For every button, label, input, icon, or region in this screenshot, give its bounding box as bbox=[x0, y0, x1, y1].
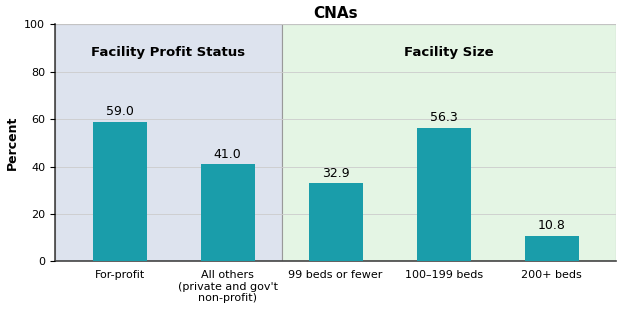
Title: CNAs: CNAs bbox=[313, 6, 358, 21]
Y-axis label: Percent: Percent bbox=[6, 116, 19, 170]
Bar bbox=[201, 164, 254, 261]
Bar bbox=[93, 121, 147, 261]
Text: 10.8: 10.8 bbox=[537, 219, 565, 232]
Text: Facility Profit Status: Facility Profit Status bbox=[91, 46, 245, 59]
Bar bbox=[309, 183, 363, 261]
Text: 41.0: 41.0 bbox=[214, 148, 241, 161]
Text: 32.9: 32.9 bbox=[322, 167, 350, 180]
Text: 59.0: 59.0 bbox=[106, 105, 134, 118]
Bar bbox=[417, 128, 471, 261]
Text: Facility Size: Facility Size bbox=[404, 46, 494, 59]
Bar bbox=[55, 24, 282, 261]
Bar bbox=[524, 236, 578, 261]
Bar bbox=[282, 24, 616, 261]
Text: 56.3: 56.3 bbox=[430, 111, 458, 125]
